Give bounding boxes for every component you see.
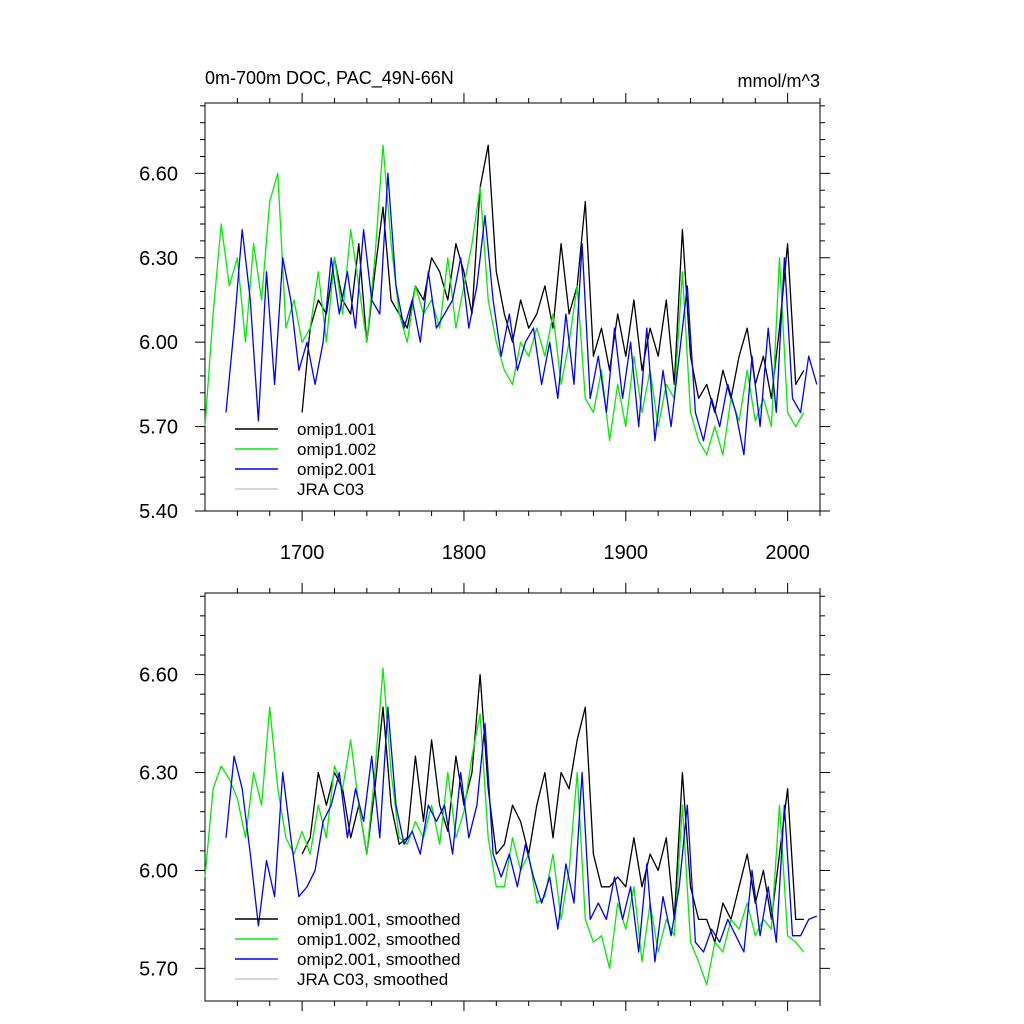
y-tick-label-6.3: 6.30 (139, 763, 178, 785)
plot-frame (204, 592, 821, 1002)
plot-frame (204, 102, 821, 512)
legend-label-4: JRA C03 (297, 480, 364, 499)
x-tick-label-1800: 1800 (442, 542, 487, 564)
legend-label-3: omip2.001 (297, 460, 376, 479)
legend-label-2: omip1.002 (297, 440, 376, 459)
legend-label-1: omip1.001, smoothed (297, 910, 461, 929)
y-tick-label-6.3: 6.30 (139, 248, 178, 270)
chart-units: mmol/m^3 (738, 71, 820, 91)
legend-label-1: omip1.001 (297, 420, 376, 439)
legend-label-4: JRA C03, smoothed (297, 970, 448, 989)
y-tick-label-5.4: 5.40 (139, 501, 178, 523)
series-line-2 (204, 667, 805, 986)
x-tick-label-1900: 1900 (604, 542, 649, 564)
y-tick-label-6.6: 6.60 (139, 163, 178, 185)
chart-bottom: 5.706.006.306.60 omip1.001, smoothedomip… (139, 583, 830, 1011)
y-tick-label-6: 6.00 (139, 860, 178, 882)
x-tick-label-2000: 2000 (765, 542, 810, 564)
series-line-1 (301, 144, 805, 414)
series-line-2 (204, 144, 805, 456)
y-tick-label-6: 6.00 (139, 332, 178, 354)
chart-title: 0m-700m DOC, PAC_49N-66N (205, 68, 454, 89)
y-tick-label-5.7: 5.70 (139, 417, 178, 439)
chart-top: 0m-700m DOC, PAC_49N-66N mmol/m^3 1700 18… (139, 68, 830, 564)
series-line-3 (225, 172, 818, 456)
y-tick-label-6.6: 6.60 (139, 665, 178, 687)
x-tick-label-1700: 1700 (280, 542, 325, 564)
legend-label-2: omip1.002, smoothed (297, 930, 461, 949)
series-line-3 (225, 706, 818, 963)
legend-label-3: omip2.001, smoothed (297, 950, 461, 969)
y-tick-label-5.7: 5.70 (139, 958, 178, 980)
